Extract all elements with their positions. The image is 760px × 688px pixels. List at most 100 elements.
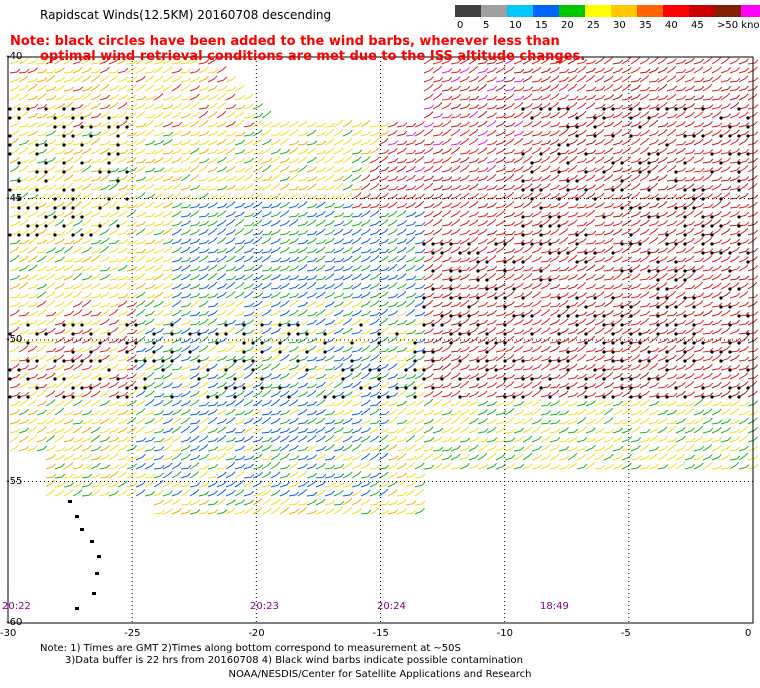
wind-barb	[306, 417, 317, 425]
wind-barb	[216, 236, 227, 245]
wind-barb	[63, 200, 74, 209]
wind-barb	[180, 293, 192, 299]
wind-barb	[63, 337, 74, 344]
wind-barb	[315, 435, 326, 443]
wind-barb	[270, 228, 281, 236]
contamination-dot	[629, 341, 633, 345]
wind-barb	[189, 462, 200, 470]
wind-barb	[270, 373, 282, 380]
wind-barb	[405, 354, 416, 362]
wind-barb	[225, 428, 237, 434]
wind-barb	[126, 435, 137, 443]
contamination-dot	[575, 242, 579, 246]
wind-barb	[558, 300, 569, 308]
contamination-dot	[62, 125, 66, 129]
wind-barb	[450, 410, 462, 416]
wind-barb	[369, 490, 380, 497]
wind-barb	[567, 155, 578, 164]
contamination-dot	[44, 107, 48, 111]
contamination-dot	[557, 143, 561, 147]
wind-barb	[225, 499, 236, 506]
contamination-dot	[647, 377, 651, 381]
wind-barb	[468, 86, 480, 92]
wind-barb	[153, 247, 165, 254]
wind-barb	[549, 309, 560, 317]
wind-barb	[90, 301, 102, 308]
wind-barb	[369, 238, 380, 245]
wind-barb	[423, 273, 434, 281]
wind-barb	[387, 319, 399, 326]
wind-barb	[243, 455, 255, 461]
wind-barb	[162, 392, 174, 398]
wind-barb	[288, 202, 300, 209]
contamination-dot	[656, 305, 660, 309]
wind-barb	[729, 175, 740, 182]
wind-barb	[729, 446, 741, 452]
wind-barb	[288, 444, 299, 452]
wind-barb	[666, 290, 677, 299]
wind-barb	[171, 392, 183, 398]
wind-barb	[567, 57, 578, 65]
contamination-dot	[665, 323, 669, 327]
wind-barb	[729, 354, 740, 362]
wind-barb	[621, 174, 632, 182]
wind-barb	[666, 454, 677, 461]
wind-barb	[18, 255, 29, 263]
wind-barb	[693, 138, 704, 146]
wind-barb	[351, 372, 362, 380]
wind-barb	[513, 86, 525, 92]
wind-barb	[432, 102, 443, 110]
wind-barb	[486, 120, 497, 128]
wind-barb	[477, 212, 489, 218]
contamination-dot	[647, 350, 651, 354]
contamination-dot	[62, 395, 66, 399]
wind-barb	[738, 356, 750, 362]
wind-barb	[558, 104, 570, 110]
wind-barb	[117, 166, 129, 173]
contamination-dot	[80, 116, 84, 120]
contamination-dot	[116, 224, 120, 228]
contamination-dot	[80, 386, 84, 390]
wind-barb	[252, 255, 263, 263]
contamination-dot	[134, 341, 138, 345]
wind-barb	[378, 301, 389, 308]
wind-barb	[702, 219, 713, 227]
wind-barb	[459, 210, 470, 218]
wind-barb	[90, 426, 101, 434]
wind-barb	[684, 220, 696, 227]
wind-barb	[144, 201, 155, 209]
wind-barb	[72, 265, 84, 272]
longitude-label: -15	[372, 628, 389, 639]
wind-barb	[351, 498, 362, 506]
wind-barb	[594, 417, 605, 425]
wind-barb	[90, 264, 101, 272]
wind-barb	[702, 408, 713, 416]
wind-barb	[405, 202, 416, 209]
wind-barb	[207, 166, 219, 173]
wind-barb	[72, 392, 84, 398]
wind-barb	[180, 508, 192, 515]
wind-barb	[585, 218, 596, 227]
wind-barb	[495, 381, 506, 389]
wind-barb	[351, 419, 363, 425]
wind-barb	[531, 389, 542, 398]
wind-barb	[567, 230, 579, 236]
wind-barb	[594, 446, 606, 452]
wind-barb	[153, 264, 164, 272]
wind-barb	[648, 265, 660, 272]
wind-barb	[315, 309, 326, 317]
contamination-dot	[737, 215, 741, 219]
wind-barb	[9, 137, 20, 146]
wind-barb	[135, 176, 147, 182]
wind-barb	[504, 77, 516, 83]
wind-barb	[432, 390, 443, 398]
wind-barb	[63, 156, 74, 164]
wind-barb	[729, 211, 740, 218]
wind-barb	[18, 84, 29, 92]
wind-barb	[648, 301, 660, 308]
wind-barb	[441, 221, 453, 227]
contamination-dot	[674, 179, 678, 183]
contamination-dot	[530, 242, 534, 246]
wind-barb	[252, 399, 263, 407]
